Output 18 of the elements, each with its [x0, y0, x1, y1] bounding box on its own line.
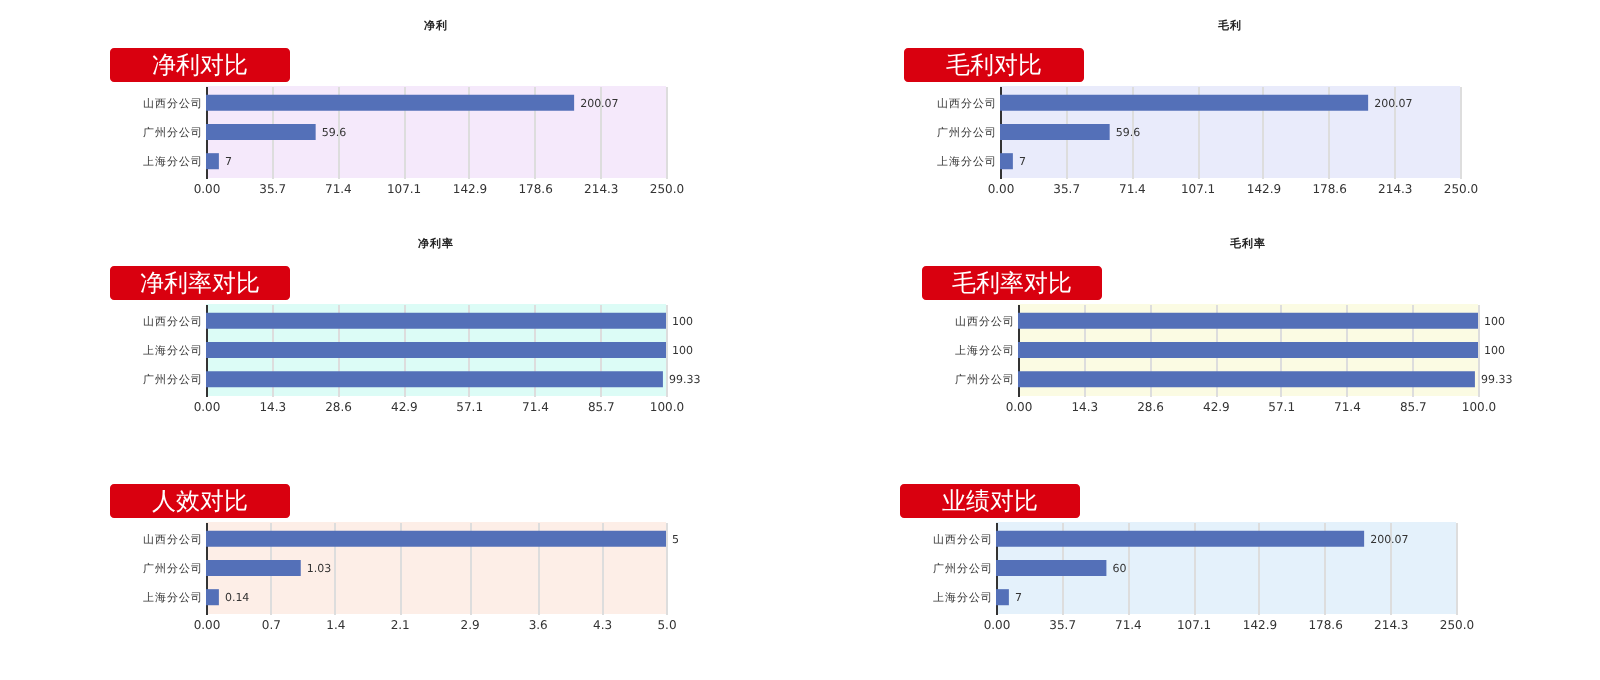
bar — [206, 530, 666, 547]
chart-title: 人效对比 — [152, 487, 248, 515]
bar — [996, 530, 1365, 547]
bar — [1000, 123, 1110, 141]
chart-title: 净利对比 — [152, 51, 248, 79]
chart-title: 净利率对比 — [140, 269, 260, 297]
bar — [206, 559, 301, 577]
bar — [206, 123, 316, 141]
bar — [1000, 94, 1369, 111]
bar — [206, 153, 219, 170]
chart-title: 毛利对比 — [946, 51, 1042, 79]
chart-title: 业绩对比 — [942, 487, 1038, 515]
bar — [1000, 153, 1013, 170]
bar — [206, 589, 219, 606]
bar — [996, 559, 1107, 577]
bar — [206, 94, 575, 111]
chart-title: 毛利率对比 — [952, 269, 1072, 297]
bar — [996, 589, 1009, 606]
